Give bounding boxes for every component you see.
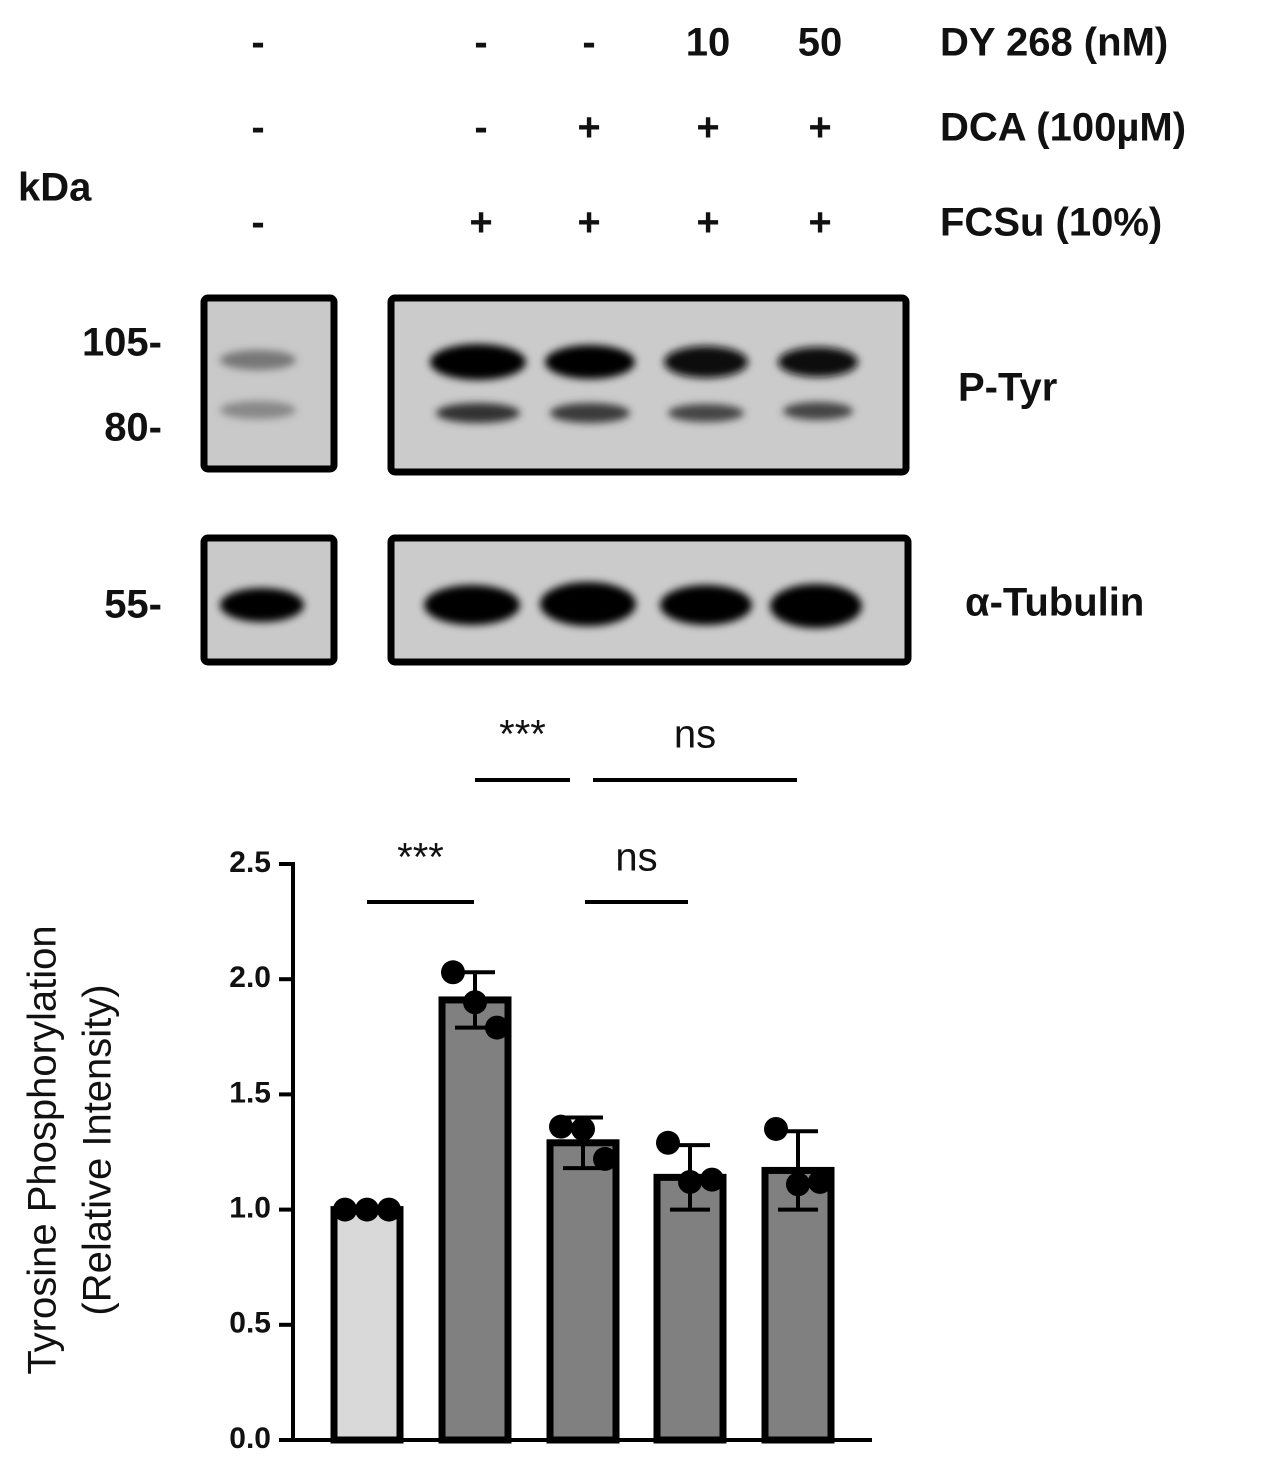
y-axis-label: (Relative Intensity) — [76, 984, 120, 1315]
y-axis-label: Tyrosine Phosphorylation — [21, 925, 65, 1374]
treatment-label: DY 268 (nM) — [940, 21, 1168, 65]
significance-label: *** — [397, 836, 444, 880]
treatment-value: - — [582, 21, 595, 65]
y-tick-label: 2.5 — [229, 846, 271, 879]
bar — [546, 1139, 620, 1444]
treatment-value: - — [251, 201, 264, 245]
marker-label: 80- — [104, 406, 162, 450]
marker-label: 105- — [82, 321, 162, 365]
y-tick-label: 0.5 — [229, 1307, 271, 1340]
treatment-value: + — [577, 201, 600, 245]
bar — [653, 1173, 727, 1444]
treatment-value: 50 — [798, 21, 843, 65]
data-point — [700, 1167, 724, 1192]
data-point — [786, 1172, 810, 1197]
significance-label: ns — [615, 836, 657, 880]
data-point — [571, 1116, 595, 1141]
y-tick-label: 2.0 — [229, 961, 271, 994]
treatment-label: DCA (100µM) — [940, 106, 1186, 150]
significance-label: *** — [499, 713, 546, 757]
bar — [438, 996, 512, 1444]
significance-label: ns — [674, 713, 716, 757]
kda-label: kDa — [18, 166, 92, 210]
treatment-value: + — [577, 106, 600, 150]
blot-ptyr — [200, 294, 910, 476]
data-point — [678, 1169, 702, 1194]
bar — [330, 1206, 404, 1444]
panel-label: P-Tyr — [958, 366, 1057, 410]
data-point — [549, 1114, 573, 1139]
treatment-value: + — [808, 106, 831, 150]
treatment-value: - — [251, 106, 264, 150]
data-point — [377, 1197, 401, 1222]
panel-label: α-Tubulin — [965, 581, 1144, 625]
treatment-label: FCSu (10%) — [940, 201, 1162, 245]
treatment-value: - — [474, 21, 487, 65]
treatment-value: + — [808, 201, 831, 245]
data-point — [355, 1197, 379, 1222]
data-point — [764, 1116, 788, 1141]
data-point — [593, 1146, 617, 1171]
treatment-value: + — [696, 201, 719, 245]
treatment-value: + — [469, 201, 492, 245]
y-tick-label: 1.5 — [229, 1076, 271, 1109]
treatment-value: 10 — [686, 21, 731, 65]
data-point — [333, 1197, 357, 1222]
data-point — [463, 990, 487, 1015]
y-tick-label: 0.0 — [229, 1422, 271, 1455]
data-point — [485, 1015, 509, 1040]
treatment-value: - — [251, 21, 264, 65]
data-point — [656, 1130, 680, 1155]
data-point — [808, 1169, 832, 1194]
blot-tubulin — [200, 534, 912, 666]
treatment-value: - — [474, 106, 487, 150]
marker-label: 55- — [104, 583, 162, 627]
y-tick-label: 1.0 — [229, 1192, 271, 1225]
data-point — [441, 960, 465, 985]
treatment-value: + — [696, 106, 719, 150]
